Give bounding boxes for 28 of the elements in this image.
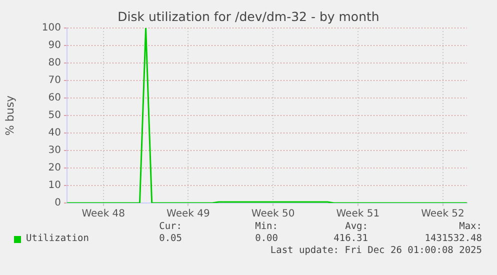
x-tick-label: Week 49 — [166, 208, 210, 220]
y-tick-label: 70 — [48, 75, 61, 86]
y-tick-label: 10 — [48, 180, 61, 192]
text: Avg: — [345, 221, 368, 232]
text: Max: — [459, 221, 482, 232]
x-tick-label: Week 50 — [251, 208, 295, 220]
text: 0.05 — [159, 233, 182, 244]
x-tick-label: Week 51 — [336, 208, 380, 220]
legend-label: Utilization — [26, 233, 89, 244]
x-tick-label: Week 52 — [421, 208, 464, 220]
y-tick-label: 30 — [48, 145, 61, 156]
y-tick-label: 40 — [48, 128, 61, 139]
y-tick-label: 0 — [54, 198, 61, 209]
y-tick-label: 60 — [48, 92, 61, 104]
chart-title: Disk utilization for /dev/dm-32 - by month — [116, 9, 380, 24]
text: Cur: — [159, 221, 182, 232]
y-tick-label: 90 — [48, 40, 61, 52]
text: 1431532.48 — [424, 233, 482, 244]
y-tick-label: 100 — [42, 22, 61, 34]
text: 0.00 — [255, 233, 278, 244]
y-tick-label: 80 — [48, 58, 61, 69]
text: 416.31 — [334, 233, 368, 244]
x-tick-label: Week 48 — [82, 208, 126, 220]
text: Last update: Fri Dec 26 01:00:08 2025 — [270, 245, 482, 256]
y-axis-title: % busy — [3, 94, 16, 136]
text: Min: — [255, 221, 278, 232]
y-tick-label: 50 — [48, 110, 61, 122]
y-tick-label: 20 — [48, 162, 61, 174]
